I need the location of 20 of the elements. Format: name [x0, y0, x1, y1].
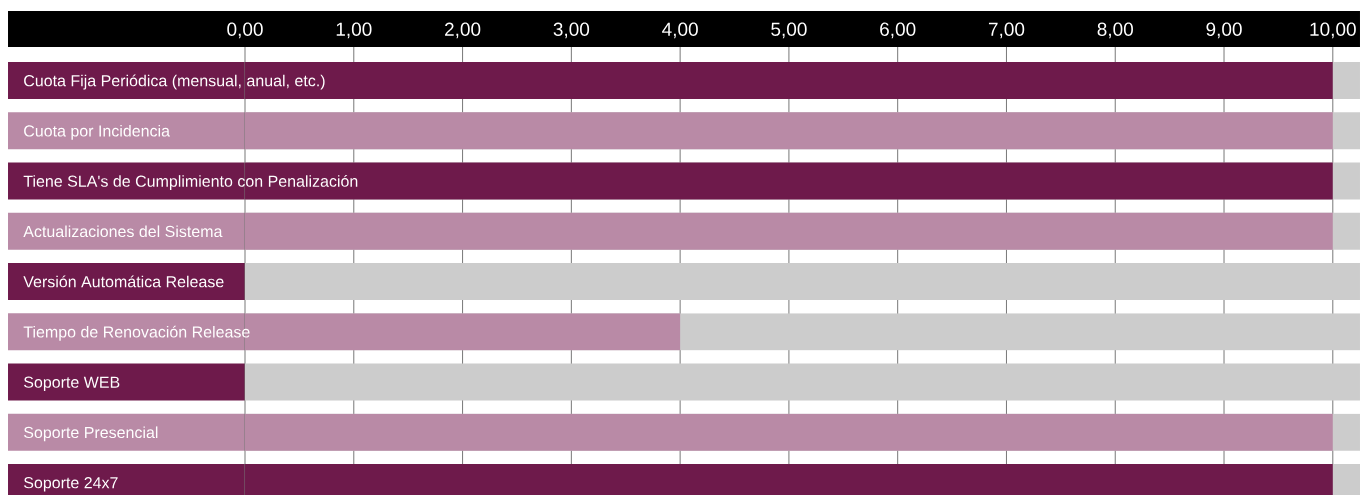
x-tick-label: 1,00: [336, 22, 372, 39]
x-tick-label: 8,00: [1097, 22, 1133, 39]
y-tick-label: Tiene SLA's de Cumplimiento con Penalización: [23, 174, 358, 191]
x-tick-label: 3,00: [553, 22, 590, 39]
y-tick-label: Versión Automática Release: [23, 275, 224, 288]
y-tick-label: Tiempo de Renovación Release: [23, 325, 250, 341]
x-tick-label: 7,00: [988, 22, 1025, 39]
y-tick-label: Cuota Fija Periódica (mensual, anual, etc.): [24, 74, 325, 90]
x-tick-label: 2,00: [445, 22, 481, 39]
y-tick-label: Cuota por Incidencia: [24, 124, 170, 140]
y-tick-label: Actualizaciones del Sistema: [23, 225, 223, 238]
y-tick-label: Soporte WEB: [24, 376, 120, 392]
y-tick-label: Soporte Presencial: [24, 426, 158, 442]
x-tick-label: 9,00: [1206, 22, 1242, 39]
x-tick-label: 5,00: [771, 22, 807, 39]
x-tick-label: 10,00: [1310, 22, 1356, 39]
x-tick-label: 4,00: [662, 22, 698, 39]
x-tick-label: 6,00: [880, 22, 916, 39]
y-tick-label: Soporte 24x7: [24, 477, 118, 492]
x-tick-label: 0,00: [227, 22, 263, 39]
